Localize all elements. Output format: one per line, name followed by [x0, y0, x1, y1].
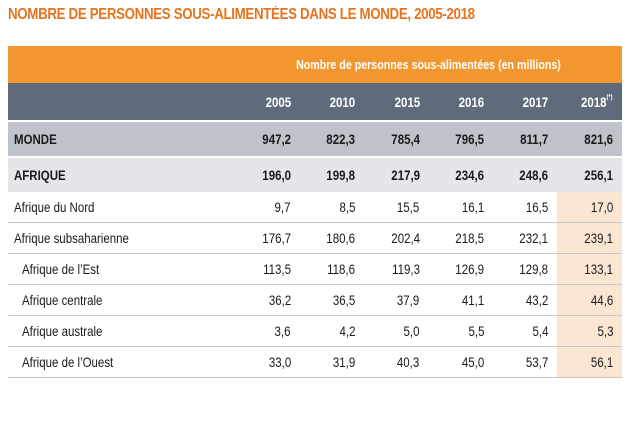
value-cell: 9,7	[235, 192, 300, 223]
value-cell: 199,8	[299, 158, 365, 192]
value-cell: 126,9	[428, 253, 494, 285]
value-cell: 15,5	[364, 192, 429, 223]
year-header-cell: 2018(*)	[557, 83, 622, 120]
value-cell: 217,9	[364, 158, 429, 192]
value-cell: 40,3	[364, 346, 429, 378]
value-cell: 4,2	[299, 315, 365, 347]
year-header-cell: 2010	[299, 83, 365, 120]
table-row-afrique-du-nord: Afrique du Nord 9,7 8,5 15,5 16,1 16,5 1…	[8, 192, 622, 223]
value-cell: 31,9	[299, 346, 365, 378]
value-cell: 5,0	[364, 315, 429, 347]
value-cell: 218,5	[428, 222, 494, 254]
year-label: 2017	[522, 93, 549, 110]
value-cell: 196,0	[235, 158, 300, 192]
value-cell: 3,6	[235, 315, 300, 347]
value-cell: 16,1	[428, 192, 494, 223]
year-label: 2015	[394, 93, 420, 110]
footnote-marker: (*)	[606, 93, 613, 101]
value-cell: 118,6	[299, 253, 365, 285]
row-label: Afrique subsaharienne	[8, 222, 236, 254]
value-cell: 53,7	[493, 346, 558, 378]
row-label: Afrique de l’Ouest	[8, 346, 236, 378]
value-cell: 176,7	[235, 222, 300, 254]
value-cell: 822,3	[299, 122, 365, 156]
value-cell: 202,4	[364, 222, 429, 254]
year-header-cell: 2015	[364, 83, 429, 120]
year-header-cell: 2005	[235, 83, 300, 120]
row-label: Afrique centrale	[8, 284, 236, 316]
row-label: Afrique du Nord	[8, 192, 236, 223]
value-cell-2018: 56,1	[557, 346, 622, 378]
row-label: AFRIQUE	[8, 158, 236, 192]
value-cell: 234,6	[428, 158, 494, 192]
row-label: Afrique australe	[8, 315, 236, 347]
value-cell: 113,5	[235, 253, 300, 285]
value-cell: 129,8	[493, 253, 558, 285]
table-row-afrique: AFRIQUE 196,0 199,8 217,9 234,6 248,6 25…	[8, 158, 622, 192]
value-cell: 180,6	[299, 222, 365, 254]
value-cell: 41,1	[428, 284, 494, 316]
table-row-afrique-subsaharienne: Afrique subsaharienne 176,7 180,6 202,4 …	[8, 222, 622, 254]
year-label-2018: 2018(*)	[581, 94, 613, 110]
year-label: 2016	[458, 93, 485, 110]
year-value: 2018	[581, 93, 607, 110]
row-label: Afrique de l’Est	[8, 253, 236, 285]
value-cell: 119,3	[364, 253, 429, 285]
value-cell-2018: 133,1	[557, 253, 622, 285]
table-title: NOMBRE DE PERSONNES SOUS-ALIMENTÉES DANS…	[8, 6, 475, 23]
table-row-afrique-australe: Afrique australe 3,6 4,2 5,0 5,5 5,4 5,3	[8, 315, 622, 347]
year-label: 2010	[329, 93, 356, 110]
value-cell: 5,4	[493, 315, 558, 347]
undernourished-table: Nombre de personnes sous-alimentées (en …	[8, 46, 622, 378]
year-header-row: 2005 2010 2015 2016 2017 2018(*)	[8, 83, 622, 120]
year-header-cell: 2017	[493, 83, 558, 120]
value-cell: 232,1	[493, 222, 558, 254]
table-row-afrique-centrale: Afrique centrale 36,2 36,5 37,9 41,1 43,…	[8, 284, 622, 316]
unit-label: Nombre de personnes sous-alimentées (en …	[296, 57, 562, 72]
unit-header-row: Nombre de personnes sous-alimentées (en …	[8, 46, 622, 83]
header-blank-cell	[8, 46, 236, 83]
value-cell-2018: 5,3	[557, 315, 622, 347]
table-row-afrique-de-l-est: Afrique de l’Est 113,5 118,6 119,3 126,9…	[8, 253, 622, 285]
value-cell: 811,7	[493, 122, 558, 156]
value-cell-2018: 44,6	[557, 284, 622, 316]
table-row-afrique-de-l-ouest: Afrique de l’Ouest 33,0 31,9 40,3 45,0 5…	[8, 346, 622, 378]
year-header-blank	[8, 83, 236, 120]
value-cell: 785,4	[364, 122, 429, 156]
value-cell: 5,5	[428, 315, 494, 347]
value-cell: 43,2	[493, 284, 558, 316]
year-label: 2005	[265, 93, 291, 110]
value-cell: 33,0	[235, 346, 300, 378]
value-cell: 248,6	[493, 158, 558, 192]
value-cell: 36,5	[299, 284, 365, 316]
value-cell: 947,2	[235, 122, 300, 156]
year-header-cell: 2016	[428, 83, 494, 120]
value-cell: 45,0	[428, 346, 494, 378]
value-cell: 36,2	[235, 284, 300, 316]
value-cell-2018: 239,1	[557, 222, 622, 254]
unit-header-cell: Nombre de personnes sous-alimentées (en …	[235, 46, 622, 83]
table-row-monde: MONDE 947,2 822,3 785,4 796,5 811,7 821,…	[8, 122, 622, 156]
row-label: MONDE	[8, 122, 236, 156]
value-cell-2018: 17,0	[557, 192, 622, 223]
value-cell: 8,5	[299, 192, 365, 223]
value-cell: 37,9	[364, 284, 429, 316]
value-cell: 796,5	[428, 122, 494, 156]
value-cell: 256,1	[557, 158, 622, 192]
value-cell: 821,6	[557, 122, 622, 156]
value-cell: 16,5	[493, 192, 558, 223]
